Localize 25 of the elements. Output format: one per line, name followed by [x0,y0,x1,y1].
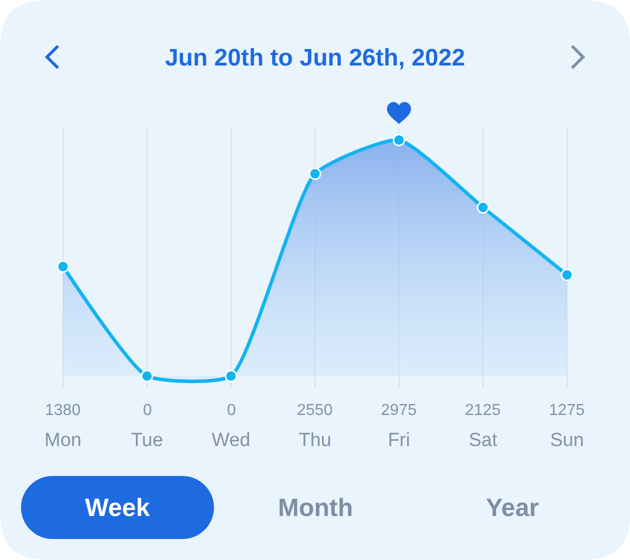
chart-title: Jun 20th to Jun 26th, 2022 [164,44,466,72]
text: Week [85,494,150,522]
point [56,260,70,273]
x-tick-label: Sat [468,430,498,451]
point [560,268,574,282]
data-label: 0 [143,402,152,419]
data-label: 2550 [297,402,333,419]
point [476,201,490,214]
data-label: 2125 [465,402,501,419]
point [308,167,322,180]
text: Year [486,494,540,522]
point [392,134,406,146]
x-tick-label: Tue [130,430,164,451]
data-label: 2975 [381,402,417,419]
data-label: 1380 [45,402,81,419]
x-tick-label: Wed [212,430,250,451]
point [140,370,154,382]
x-tick-label: Sun [550,430,584,451]
data-label: 1275 [549,402,585,419]
text: Month [278,494,353,522]
data-label: 0 [227,402,236,419]
x-tick-label: Mon [44,430,82,451]
x-tick-label: Thu [298,430,332,451]
x-tick-label: Fri [388,430,410,451]
point [224,370,238,382]
